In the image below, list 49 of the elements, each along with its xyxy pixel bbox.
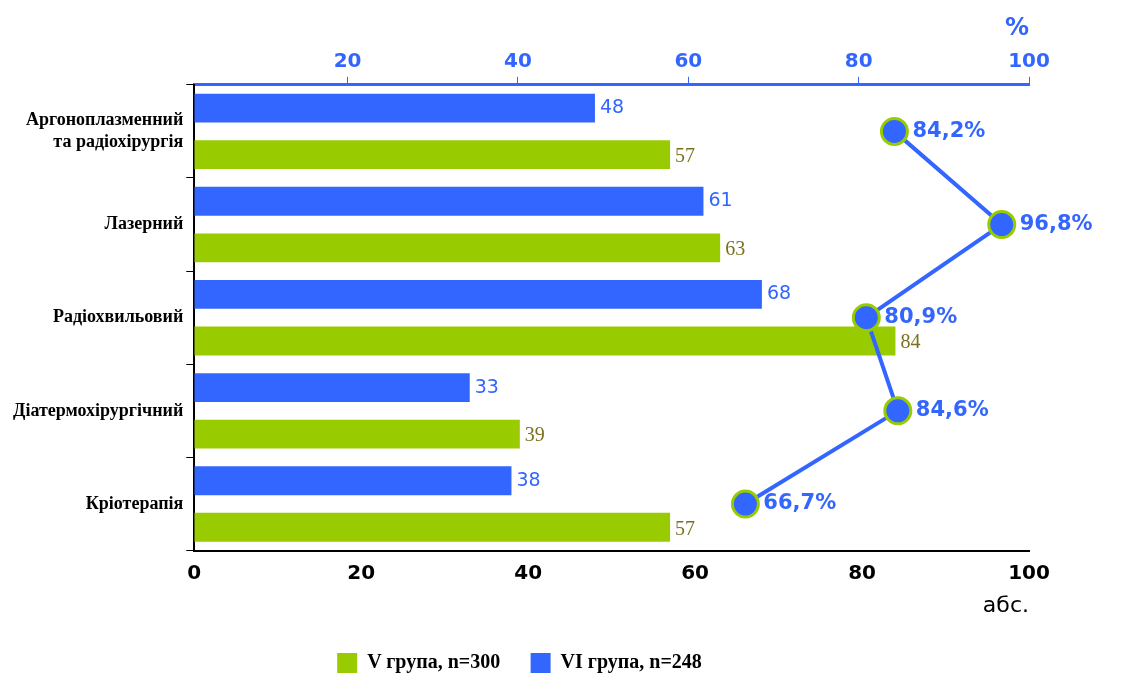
data-label: 48 <box>599 95 625 118</box>
x2-tick-label: 80 <box>844 48 873 72</box>
bar <box>194 373 470 403</box>
bar <box>194 419 520 449</box>
legend-label: VI група, n=248 <box>560 650 702 674</box>
bar <box>194 140 671 170</box>
data-label: 84,6% <box>915 397 989 422</box>
data-label: 84 <box>900 330 921 353</box>
point <box>883 396 913 426</box>
y-tick-label: Радіохвильовий <box>52 306 184 327</box>
x2-tick-label: 100 <box>1008 48 1050 72</box>
x-tick-label: 40 <box>514 559 543 584</box>
data-label: 39 <box>524 423 545 446</box>
bar <box>194 512 671 542</box>
point <box>879 116 909 146</box>
x2-axis-title: % <box>1004 12 1029 41</box>
y-tick-label: Лазерний <box>104 213 184 234</box>
y-tick-label: Аргоноплазменний та радіохірургія <box>25 109 184 151</box>
point <box>987 210 1017 240</box>
x-tick-label: 80 <box>848 559 876 584</box>
x-axis-title: абс. <box>982 591 1029 617</box>
x2-tick-label: 40 <box>504 48 532 72</box>
data-label: 57 <box>675 143 696 166</box>
data-label: 80,9% <box>884 304 958 329</box>
x-tick-label: 0 <box>187 559 202 584</box>
data-label: 38 <box>516 467 541 490</box>
data-label: 61 <box>708 188 733 211</box>
data-label: 84,2% <box>912 117 986 142</box>
x-tick-label: 20 <box>347 559 376 584</box>
legend-label: V група, n=300 <box>367 650 501 674</box>
x-tick-label: 100 <box>1008 559 1050 584</box>
x2-tick-label: 60 <box>674 48 703 72</box>
x-tick-label: 60 <box>681 559 710 584</box>
x2-tick-label: 20 <box>333 48 362 72</box>
bar <box>194 186 704 216</box>
data-label: 33 <box>474 374 499 397</box>
data-label: 66,7% <box>763 490 837 515</box>
y-tick-label: Діатермохірургічний <box>12 399 184 420</box>
bar <box>194 279 762 309</box>
y-tick-label: Кріотерапія <box>85 492 184 513</box>
data-label: 57 <box>675 516 696 539</box>
point <box>851 303 881 333</box>
data-label: 96,8% <box>1019 210 1093 235</box>
data-label: 63 <box>725 237 746 260</box>
data-label: 68 <box>766 281 792 304</box>
bar <box>194 93 595 123</box>
bar <box>194 233 721 263</box>
bar <box>194 466 512 496</box>
point <box>730 489 760 519</box>
